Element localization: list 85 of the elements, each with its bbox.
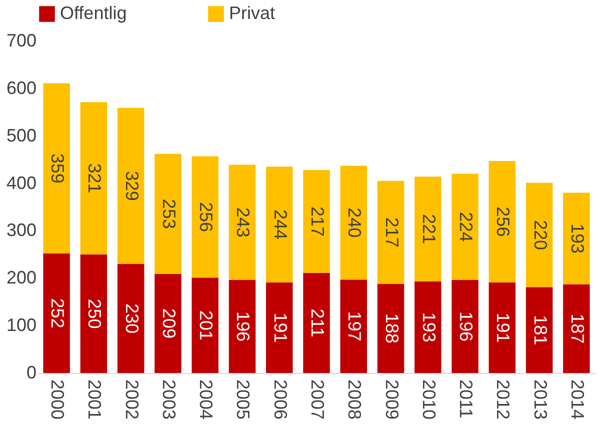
bar (80, 254, 108, 373)
x-tick-label: 2001 (84, 380, 105, 420)
bar (117, 108, 144, 264)
data-label: 321 (84, 163, 105, 194)
x-tick-label: 2004 (196, 380, 216, 420)
data-label: 217 (382, 217, 402, 248)
x-tick-label: 2003 (158, 380, 179, 420)
y-tick-label: 0 (26, 362, 36, 382)
x-tick-label: 2002 (122, 380, 142, 420)
x-tick-label: 2008 (344, 380, 365, 420)
bar (266, 282, 293, 373)
data-label: 243 (233, 207, 254, 238)
bar (526, 182, 553, 288)
data-label: 253 (158, 198, 179, 229)
y-tick-label: 200 (6, 268, 36, 288)
data-label: 250 (84, 298, 105, 329)
legend-label: Privat (229, 3, 276, 23)
data-label: 256 (493, 206, 514, 237)
bar (303, 170, 330, 273)
y-tick-label: 700 (6, 30, 36, 50)
bar (377, 180, 404, 284)
data-label: 359 (48, 153, 68, 184)
data-label: 187 (567, 314, 588, 344)
bar (414, 176, 442, 282)
bar (228, 280, 256, 373)
data-label: 211 (308, 308, 328, 338)
bar (154, 154, 182, 274)
bar (43, 253, 70, 373)
y-tick-label: 400 (6, 172, 36, 193)
data-label: 191 (493, 312, 514, 343)
bar (340, 166, 367, 280)
bar (43, 83, 70, 254)
data-label: 256 (196, 202, 216, 232)
data-label: 252 (48, 298, 68, 328)
bar (414, 281, 442, 373)
bar (192, 278, 218, 373)
legend-label: Offentlig (60, 3, 127, 23)
bar (452, 280, 478, 373)
data-label: 193 (567, 224, 588, 254)
data-label: 196 (233, 311, 254, 342)
y-tick-label: 600 (6, 78, 36, 98)
bar (192, 156, 218, 278)
bar (488, 282, 516, 373)
y-tick-label: 300 (6, 220, 36, 240)
bar (80, 102, 108, 254)
x-tick-label: 2012 (493, 380, 514, 420)
x-tick-label: 2013 (530, 380, 550, 420)
data-label: 244 (270, 210, 290, 240)
x-tick-label: 2006 (270, 380, 290, 420)
bar (452, 174, 478, 280)
data-label: 329 (122, 170, 142, 201)
data-label: 197 (344, 311, 365, 342)
bar (563, 192, 590, 284)
data-label: 181 (530, 315, 550, 346)
x-tick-label: 2011 (456, 380, 476, 418)
data-label: 230 (122, 303, 142, 334)
data-label: 196 (456, 311, 476, 342)
x-tick-label: 2014 (567, 380, 588, 420)
data-label: 221 (418, 214, 439, 244)
bar (488, 160, 516, 282)
bar (154, 274, 182, 373)
y-tick-label: 500 (6, 125, 36, 146)
data-label: 188 (382, 313, 402, 344)
bar (340, 280, 367, 373)
bar (526, 287, 553, 373)
bar (266, 166, 293, 282)
x-tick-label: 2005 (233, 380, 254, 420)
data-label: 201 (196, 310, 216, 340)
bar (563, 284, 590, 373)
data-label: 217 (308, 206, 328, 236)
data-label: 240 (344, 208, 365, 238)
data-label: 224 (456, 212, 476, 242)
x-tick-label: 2000 (48, 380, 68, 420)
x-tick-label: 2009 (382, 380, 402, 420)
data-label: 220 (530, 220, 550, 250)
x-tick-label: 2007 (308, 380, 328, 420)
data-label: 209 (158, 308, 179, 338)
data-label: 193 (418, 312, 439, 342)
bar (303, 272, 330, 373)
bar (228, 164, 256, 280)
bar (117, 264, 144, 373)
data-label: 191 (270, 312, 290, 343)
bar (377, 284, 404, 373)
y-tick-label: 100 (6, 315, 36, 336)
x-tick-label: 2010 (418, 380, 439, 420)
